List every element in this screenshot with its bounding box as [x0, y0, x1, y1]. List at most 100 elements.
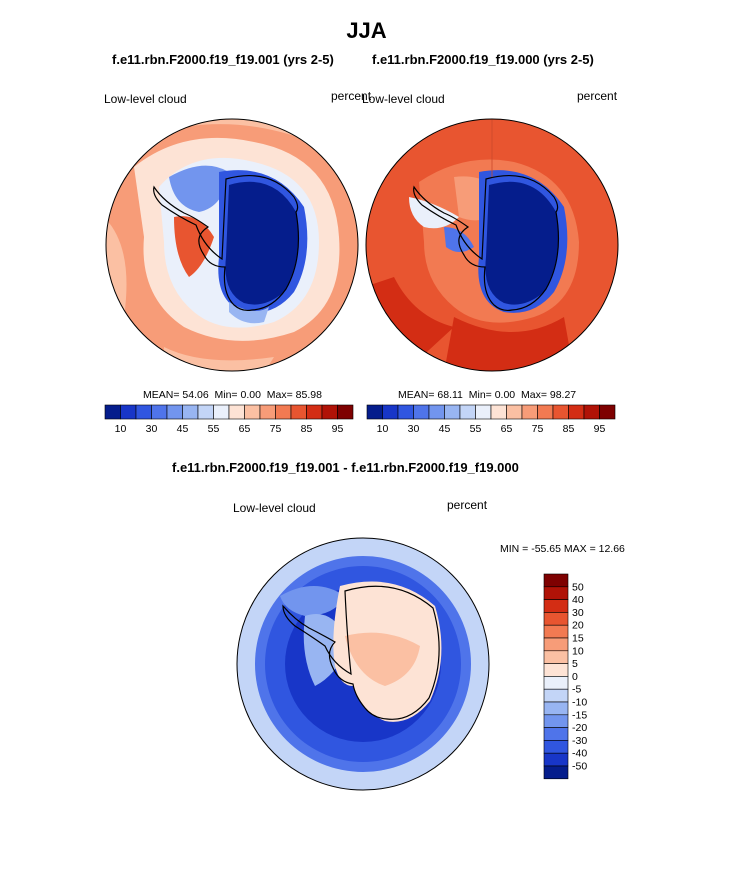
- colorbar-diff-swatch: [543, 599, 569, 613]
- map-a: [105, 118, 359, 372]
- colorbar-a-swatch: [306, 404, 323, 420]
- map-a-variable-label: Low-level cloud: [104, 92, 187, 106]
- colorbar-diff-swatch: [543, 688, 569, 703]
- map-a-region-peninsula-blue: [169, 165, 229, 212]
- colorbar-a-tick-label: 45: [177, 423, 189, 435]
- case-b-title: f.e11.rbn.F2000.f19_f19.000 (yrs 2-5): [372, 52, 594, 67]
- map-diff: [236, 537, 490, 791]
- map-b: [365, 118, 619, 372]
- colorbar-b: 10 30 45 55 65 75 85 95: [366, 404, 616, 435]
- colorbar-diff-tick-label: -50: [572, 761, 587, 773]
- colorbar-a-swatch: [213, 404, 230, 420]
- colorbar-b-swatch: [521, 404, 538, 420]
- colorbar-b-swatch: [397, 404, 414, 420]
- case-a-title: f.e11.rbn.F2000.f19_f19.001 (yrs 2-5): [112, 52, 334, 67]
- colorbar-a-swatch: [166, 404, 183, 420]
- colorbar-diff-tick-label: 5: [572, 658, 578, 670]
- colorbar-b-tick-label: 65: [501, 423, 513, 435]
- colorbar-b-swatch: [366, 404, 383, 420]
- colorbar-b-swatch: [599, 404, 616, 420]
- colorbar-diff-swatch: [543, 637, 569, 652]
- colorbar-b-tick-label: 75: [532, 423, 544, 435]
- map-diff-units-label: percent: [447, 498, 488, 512]
- colorbar-diff-tick-label: 0: [572, 671, 578, 683]
- map-diff-variable-label: Low-level cloud: [233, 501, 316, 515]
- map-b-boundary: [365, 118, 619, 372]
- colorbar-a-swatch: [290, 404, 307, 420]
- colorbar-diff-tick-label: -5: [572, 684, 581, 696]
- colorbar-b-tick-label: 30: [408, 423, 420, 435]
- map-a-units-label: percent: [331, 89, 372, 103]
- colorbar-a-swatch: [151, 404, 168, 420]
- colorbar-a-tick-label: 85: [301, 423, 313, 435]
- colorbar-b-swatch: [568, 404, 585, 420]
- colorbar-a-swatch: [275, 404, 292, 420]
- colorbar-a-tick-label: 65: [239, 423, 251, 435]
- map-b-variable-label: Low-level cloud: [362, 92, 445, 106]
- colorbar-b-swatch: [583, 404, 600, 420]
- diff-title: f.e11.rbn.F2000.f19_f19.001 - f.e11.rbn.…: [172, 460, 519, 475]
- colorbar-diff-swatch: [543, 727, 569, 741]
- colorbar-diff-swatch: [543, 714, 569, 728]
- colorbar-diff-tick-label: -20: [572, 722, 587, 734]
- colorbar-a-swatch: [337, 404, 354, 420]
- map-diff-region-peninsula: [280, 586, 345, 616]
- colorbar-diff-swatch: [543, 650, 569, 664]
- colorbar-b-swatch: [506, 404, 523, 420]
- colorbar-diff-tick-label: 40: [572, 594, 584, 606]
- colorbar-diff-swatch: [543, 624, 569, 639]
- colorbar-b-tick-label: 95: [594, 423, 606, 435]
- colorbar-b-tick-label: 45: [439, 423, 451, 435]
- map-a-coastline: [153, 175, 300, 312]
- colorbar-a-swatch: [104, 404, 121, 420]
- map-b-coastline: [413, 175, 560, 312]
- colorbar-b-swatch: [552, 404, 569, 420]
- colorbar-b-swatch: [459, 404, 476, 420]
- colorbar-a-swatch: [321, 404, 338, 420]
- colorbar-a-swatch: [120, 404, 137, 420]
- colorbar-diff-swatch: [543, 740, 569, 754]
- colorbar-a-swatch: [244, 404, 261, 420]
- map-a-max: Max= 85.98: [266, 389, 322, 401]
- map-a-region-ross-blue: [229, 302, 269, 324]
- map-a-boundary: [105, 118, 359, 372]
- map-b-min: Min= 0.00: [468, 389, 516, 401]
- colorbar-diff-tick-label: 15: [572, 633, 584, 645]
- colorbar-a-tick-label: 75: [270, 423, 282, 435]
- colorbar-diff-swatch: [543, 663, 569, 677]
- colorbar-diff-tick-label: 10: [572, 645, 584, 657]
- colorbar-diff-swatch: [543, 701, 569, 716]
- colorbar-diff-swatch: [543, 676, 569, 690]
- map-a-stats: MEAN= 54.06 Min= 0.00 Max= 85.98: [143, 389, 322, 401]
- colorbar-a-swatch: [135, 404, 152, 420]
- colorbar-a: 10 30 45 55 65 75 85 95: [104, 404, 354, 435]
- colorbar-diff-swatch: [543, 586, 569, 600]
- map-b-units-label: percent: [577, 89, 618, 103]
- map-a-region-continent-core: [225, 181, 299, 305]
- colorbar-diff-tick-label: 50: [572, 581, 584, 593]
- colorbar-b-swatch: [428, 404, 445, 420]
- colorbar-a-swatch: [182, 404, 199, 420]
- colorbar-diff-tick-label: -15: [572, 709, 587, 721]
- map-b-max: Max= 98.27: [520, 389, 577, 401]
- colorbar-b-swatch: [490, 404, 507, 420]
- colorbar-diff-swatch: [543, 752, 569, 767]
- colorbar-b-swatch: [475, 404, 492, 420]
- colorbar-diff-tick-label: -30: [572, 735, 587, 747]
- map-b-mean: MEAN= 68.11: [398, 389, 463, 401]
- map-diff-coastline: [282, 585, 440, 720]
- colorbar-diff-tick-label: -40: [572, 748, 587, 760]
- colorbar-a-tick-label: 95: [332, 423, 344, 435]
- colorbar-a-swatch: [228, 404, 245, 420]
- map-diff-stats: MIN = -55.65 MAX = 12.66: [500, 543, 625, 555]
- colorbar-a-swatch: [197, 404, 214, 420]
- colorbar-b-swatch: [444, 404, 461, 420]
- map-a-mean: MEAN= 54.06: [143, 389, 209, 401]
- colorbar-a-tick-label: 55: [208, 423, 220, 435]
- colorbar-diff-tick-label: 20: [572, 620, 584, 632]
- colorbar-b-swatch: [413, 404, 430, 420]
- map-b-stats: MEAN= 68.11 Min= 0.00 Max= 98.27: [398, 389, 576, 401]
- colorbar-b-swatch: [382, 404, 399, 420]
- colorbar-diff-swatch: [543, 573, 569, 588]
- colorbar-b-tick-label: 10: [377, 423, 389, 435]
